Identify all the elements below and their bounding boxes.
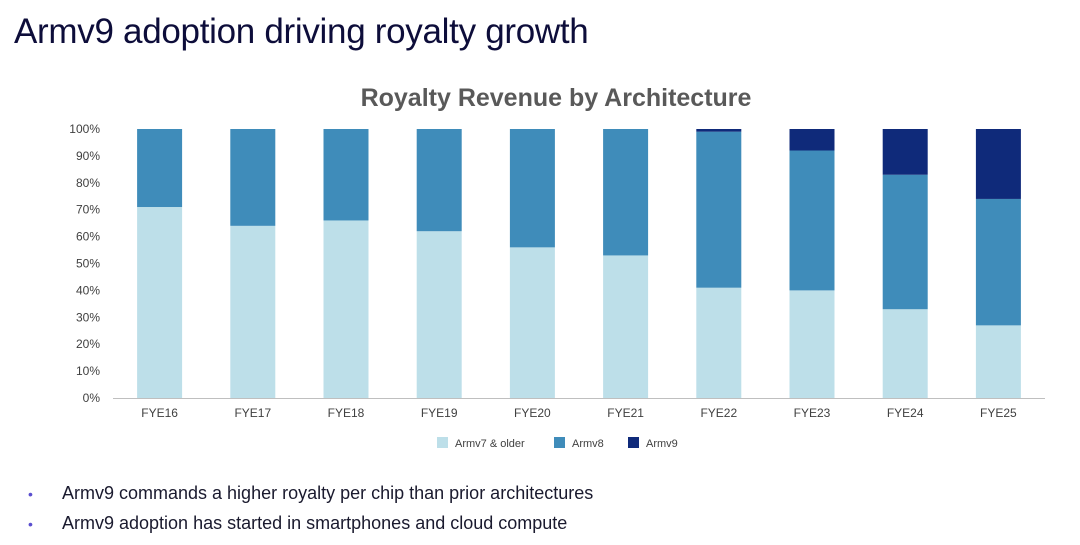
bullet-item: • Armv9 adoption has started in smartphon… bbox=[28, 508, 593, 538]
bar-segment-armv7-older bbox=[975, 325, 1021, 398]
bar-segment-armv8 bbox=[696, 131, 742, 288]
bar-segment-armv8 bbox=[137, 129, 183, 208]
bullet-text: Armv9 commands a higher royalty per chip… bbox=[62, 483, 594, 503]
x-tick-label: FYE20 bbox=[514, 406, 551, 420]
bar-segment-armv8 bbox=[789, 150, 835, 291]
bar-segment-armv9 bbox=[696, 129, 742, 132]
bullet-list: • Armv9 commands a higher royalty per chi… bbox=[28, 478, 593, 538]
bar-segment-armv9 bbox=[882, 129, 928, 175]
y-tick-label: 100% bbox=[69, 122, 100, 136]
bar-segment-armv8 bbox=[416, 129, 462, 232]
x-tick-label: FYE18 bbox=[328, 406, 365, 420]
bar-segment-armv9 bbox=[789, 129, 835, 151]
legend-swatch bbox=[437, 437, 448, 448]
stacked-bar-chart: Royalty Revenue by Architecture 0% 10% 20% 3… bbox=[69, 84, 1045, 450]
bullet-item: • Armv9 commands a higher royalty per chi… bbox=[28, 478, 593, 508]
x-tick-label: FYE21 bbox=[607, 406, 644, 420]
y-tick-label: 30% bbox=[76, 310, 100, 324]
x-tick-label: FYE17 bbox=[234, 406, 271, 420]
bar-segment-armv7-older bbox=[696, 287, 742, 398]
legend-label: Armv9 bbox=[646, 438, 678, 450]
bar-segment-armv8 bbox=[975, 198, 1021, 326]
x-tick-label: FYE19 bbox=[421, 406, 458, 420]
slide-title: Armv9 adoption driving royalty growth bbox=[14, 12, 589, 51]
legend-swatch bbox=[628, 437, 639, 448]
bar-segment-armv8 bbox=[230, 129, 276, 226]
y-tick-label: 60% bbox=[76, 230, 100, 244]
bar-segment-armv9 bbox=[975, 129, 1021, 199]
legend-label: Armv8 bbox=[572, 438, 604, 450]
bullet-marker: • bbox=[28, 486, 33, 502]
bar-segment-armv8 bbox=[323, 129, 369, 221]
y-tick-label: 0% bbox=[83, 391, 101, 405]
bullet-marker: • bbox=[28, 516, 33, 532]
y-tick-label: 70% bbox=[76, 203, 100, 217]
y-tick-label: 40% bbox=[76, 283, 100, 297]
y-tick-label: 50% bbox=[76, 257, 100, 271]
bar-segment-armv7-older bbox=[230, 225, 276, 398]
x-tick-label: FYE16 bbox=[141, 406, 178, 420]
x-tick-label: FYE24 bbox=[887, 406, 924, 420]
y-tick-label: 90% bbox=[76, 149, 100, 163]
bar-segment-armv7-older bbox=[416, 231, 462, 398]
bar-segment-armv7-older bbox=[789, 290, 835, 398]
y-tick-label: 20% bbox=[76, 337, 100, 351]
bar-segment-armv8 bbox=[882, 174, 928, 310]
bar-segment-armv8 bbox=[509, 129, 555, 248]
bar-segment-armv8 bbox=[603, 129, 649, 256]
bar-segment-armv7-older bbox=[323, 220, 369, 398]
bar-segment-armv7-older bbox=[882, 309, 928, 398]
x-tick-label: FYE23 bbox=[794, 406, 831, 420]
x-tick-label: FYE25 bbox=[980, 406, 1017, 420]
bar-segment-armv7-older bbox=[137, 207, 183, 398]
bar-segment-armv7-older bbox=[509, 247, 555, 398]
legend-swatch bbox=[554, 437, 565, 448]
bullet-text: Armv9 adoption has started in smartphone… bbox=[62, 513, 568, 533]
bar-segment-armv7-older bbox=[603, 255, 649, 398]
y-tick-label: 10% bbox=[76, 364, 100, 378]
chart-title: Royalty Revenue by Architecture bbox=[361, 84, 752, 112]
legend-label: Armv7 & older bbox=[455, 438, 525, 450]
x-tick-label: FYE22 bbox=[700, 406, 737, 420]
y-tick-label: 80% bbox=[76, 176, 100, 190]
